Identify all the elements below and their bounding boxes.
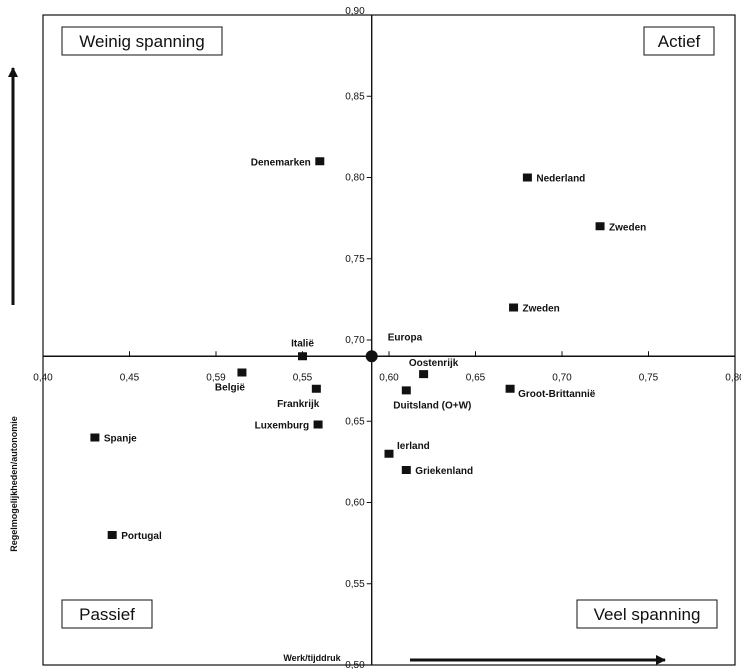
x-tick-label: 0,59 (206, 372, 226, 383)
data-point-label: Groot-Brittannië (518, 389, 596, 400)
plot-frame (42, 14, 736, 666)
y-tick-label: 0,65 (345, 416, 365, 427)
x-tick-label: 0,75 (639, 372, 659, 383)
data-point-marker (595, 222, 605, 231)
quadrant-label-bottom-left-text: Passief (79, 605, 135, 624)
data-point-label: Denemarken (251, 157, 311, 168)
y-tick-group: 0,50 0,55 0,60 0,65 0,70 0,75 0,80 0,85 0,90 (345, 6, 372, 669)
data-point-label: Zweden (609, 222, 646, 233)
x-tick-label: 0,70 (552, 372, 572, 383)
y-tick-label: 0,50 (345, 660, 365, 669)
y-tick-label: 0,90 (345, 6, 365, 17)
quadrant-label-bottom-right-text: Veel spanning (594, 605, 701, 624)
x-tick-group: 0,40 0,45 0,59 0,55 0,60 0,65 0,70 0,75 0,80 (33, 351, 741, 383)
data-point-marker (384, 449, 394, 458)
data-point-marker (401, 386, 411, 395)
data-point-marker (509, 303, 519, 312)
x-tick-label: 0,65 (466, 372, 486, 383)
data-point-marker (107, 531, 117, 539)
quadrant-label-top-left: Weinig spanning (61, 26, 223, 56)
data-point-marker (313, 420, 323, 429)
quadrant-label-top-right: Actief (643, 26, 715, 56)
data-point-marker (365, 350, 378, 363)
y-tick-label: 0,60 (345, 498, 365, 509)
data-point-label: Oostenrijk (409, 358, 459, 369)
data-point-label: Griekenland (415, 466, 473, 477)
x-tick-label: 0,80 (725, 372, 741, 383)
y-tick-label: 0,70 (345, 335, 365, 346)
y-tick-label: 0,80 (345, 173, 365, 184)
data-point-marker (419, 370, 429, 379)
data-point-marker (401, 466, 411, 474)
data-point-marker (90, 433, 100, 442)
data-point-marker (315, 157, 325, 166)
quadrant-label-top-left-text: Weinig spanning (79, 32, 204, 51)
data-point-label: Spanje (104, 434, 137, 445)
x-axis-title: Werk/tijddruk (283, 653, 341, 663)
quadrant-label-bottom-left: Passief (61, 599, 153, 629)
data-point-label: België (215, 383, 245, 394)
data-point-marker (311, 384, 321, 393)
x-tick-label: 0,60 (379, 372, 399, 383)
x-tick-label: 0,40 (33, 372, 53, 383)
data-point-marker (505, 384, 515, 393)
data-point-label: Duitsland (O+W) (393, 400, 471, 411)
data-point-label: Luxemburg (255, 421, 309, 432)
data-point-label: Nederland (536, 174, 585, 185)
data-point-label: Italië (291, 338, 314, 349)
x-tick-label: 0,45 (120, 372, 140, 383)
data-point-label: Europa (388, 332, 423, 343)
data-points-group: Denemarken Nederland Zweden Zweden Italië Eur… (90, 157, 646, 542)
data-point-label: Portugal (121, 531, 162, 542)
data-point-marker (522, 173, 532, 182)
data-point-label: Frankrijk (277, 399, 320, 410)
data-point-label: Zweden (523, 304, 560, 315)
y-axis-title: Regelmogelijkheden/autonomie (9, 416, 19, 552)
x-tick-label: 0,55 (293, 372, 313, 383)
quadrant-label-bottom-right: Veel spanning (576, 599, 718, 629)
y-tick-label: 0,85 (345, 91, 365, 102)
data-point-marker (237, 368, 247, 377)
data-point-label: Ierland (397, 441, 430, 452)
quadrant-label-top-right-text: Actief (658, 32, 701, 51)
y-tick-label: 0,55 (345, 579, 365, 590)
data-point-marker (298, 352, 307, 361)
y-tick-label: 0,75 (345, 254, 365, 265)
